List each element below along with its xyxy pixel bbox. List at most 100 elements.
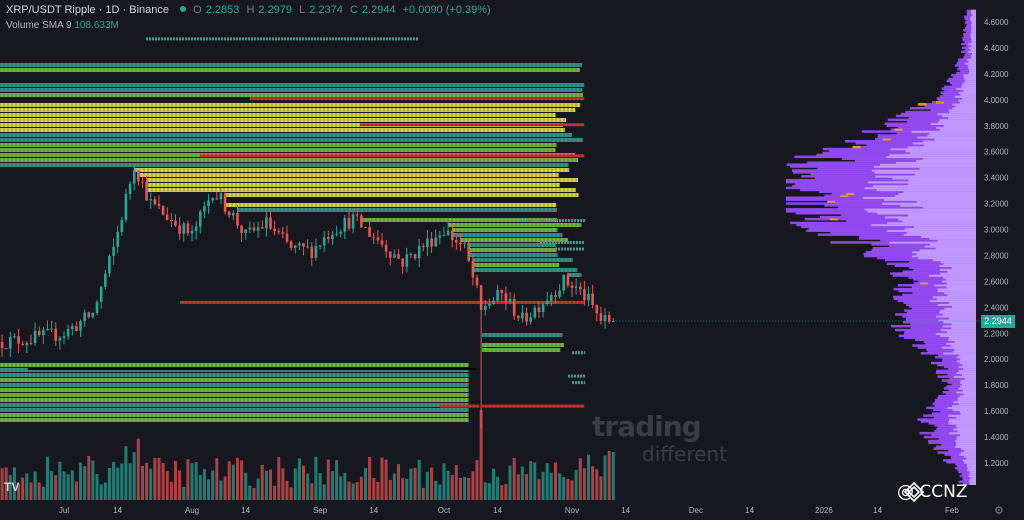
candle: [281, 226, 285, 239]
profile-bin: [935, 356, 976, 359]
candle: [545, 292, 549, 307]
profile-bin: [937, 451, 976, 454]
heatmap-row: [0, 383, 469, 387]
volume-bar: [318, 473, 322, 500]
candle: [17, 329, 20, 353]
profile-bin-inner: [970, 33, 976, 36]
profile-bin-inner: [970, 17, 976, 20]
candle-body: [512, 298, 516, 316]
profile-bin-inner: [918, 256, 976, 260]
profile-bin: [938, 394, 976, 398]
profile-bin-inner: [935, 126, 976, 129]
price-tick-label: 1.8000: [984, 381, 1009, 390]
profile-bin-inner: [939, 118, 976, 122]
volume-bar: [260, 465, 264, 500]
profile-bin-inner: [956, 356, 976, 359]
profile-bin-inner: [956, 424, 976, 427]
profile-bin-inner: [946, 342, 976, 345]
candle-body: [302, 243, 305, 247]
candle: [54, 322, 57, 346]
candle-body: [178, 225, 181, 234]
profile-bin-inner: [944, 307, 976, 310]
candle: [327, 230, 330, 244]
profile-bin-inner: [940, 260, 976, 264]
profile-bin-inner: [911, 254, 976, 258]
profile-accent: [882, 138, 891, 141]
profile-bin-inner: [970, 48, 976, 52]
candle: [537, 300, 541, 319]
profile-bin-inner: [962, 373, 976, 376]
volume-bar: [145, 462, 149, 500]
candle: [141, 177, 144, 189]
profile-bin: [963, 56, 976, 59]
candle: [438, 230, 442, 245]
profile-bin-inner: [922, 157, 976, 160]
candle: [273, 220, 276, 236]
candle: [405, 247, 409, 273]
profile-bin-inner: [963, 393, 976, 396]
volume-bar: [603, 455, 607, 500]
profile-bin-inner: [953, 400, 976, 404]
profile-bin-inner: [949, 317, 976, 320]
volume-bar: [525, 474, 529, 500]
candle-body: [492, 300, 495, 305]
profile-bin-inner: [876, 188, 976, 192]
profile-bin: [957, 68, 976, 71]
profile-bin: [902, 293, 976, 297]
tradingview-logo-icon[interactable]: TV: [4, 480, 20, 494]
candle: [318, 245, 322, 250]
volume-bar: [190, 463, 194, 500]
profile-bin: [923, 340, 976, 343]
candle: [219, 188, 223, 205]
profile-bin-inner: [943, 276, 976, 279]
profile-bin: [948, 449, 976, 452]
volume-legend[interactable]: Volume SMA 9 108.633M: [6, 20, 119, 31]
candle: [99, 286, 103, 309]
profile-bin: [895, 313, 976, 316]
candle: [294, 245, 297, 254]
settings-gear-icon[interactable]: ⚙: [994, 504, 1004, 517]
profile-bin: [924, 105, 976, 108]
candle: [492, 297, 495, 305]
candle: [521, 304, 524, 323]
price-tick-label: 1.4000: [984, 433, 1009, 442]
candle: [83, 309, 86, 327]
profile-bin: [895, 114, 976, 118]
profile-bin-inner: [895, 161, 976, 164]
candle: [0, 334, 4, 357]
volume-bar: [335, 460, 339, 500]
candle-body: [314, 246, 318, 258]
time-tick-label: Dec: [689, 506, 703, 515]
candle-body: [455, 239, 458, 243]
time-tick-label: 2026: [815, 506, 833, 515]
profile-bin: [816, 167, 976, 170]
profile-bin: [902, 321, 976, 324]
profile-bin-inner: [886, 155, 976, 159]
candle-body: [190, 231, 194, 234]
volume-bar: [578, 458, 582, 500]
candle: [207, 193, 210, 214]
profile-bin-inner: [943, 124, 976, 127]
symbol-title[interactable]: XRP/USDT Ripple · 1D · Binance: [6, 4, 170, 16]
candle: [380, 233, 384, 248]
candle-body: [289, 241, 293, 248]
profile-bin: [909, 266, 976, 269]
candle-body: [71, 326, 74, 329]
profile-bin-inner: [952, 103, 976, 106]
time-tick-label: 14: [113, 506, 122, 515]
profile-bin-inner: [967, 468, 976, 472]
profile-bin-inner: [940, 268, 976, 271]
candle: [87, 311, 91, 319]
profile-bin-inner: [914, 173, 976, 176]
candle: [500, 289, 504, 301]
profile-bin: [958, 470, 976, 474]
candle-body: [409, 254, 413, 256]
profile-bin-inner: [966, 464, 976, 468]
volume-bar: [4, 467, 8, 500]
profile-bin-inner: [874, 171, 976, 174]
profile-bin-inner: [937, 303, 976, 306]
volume-bar: [442, 463, 446, 500]
low-label: L: [299, 4, 306, 16]
profile-bin-inner: [929, 237, 976, 240]
